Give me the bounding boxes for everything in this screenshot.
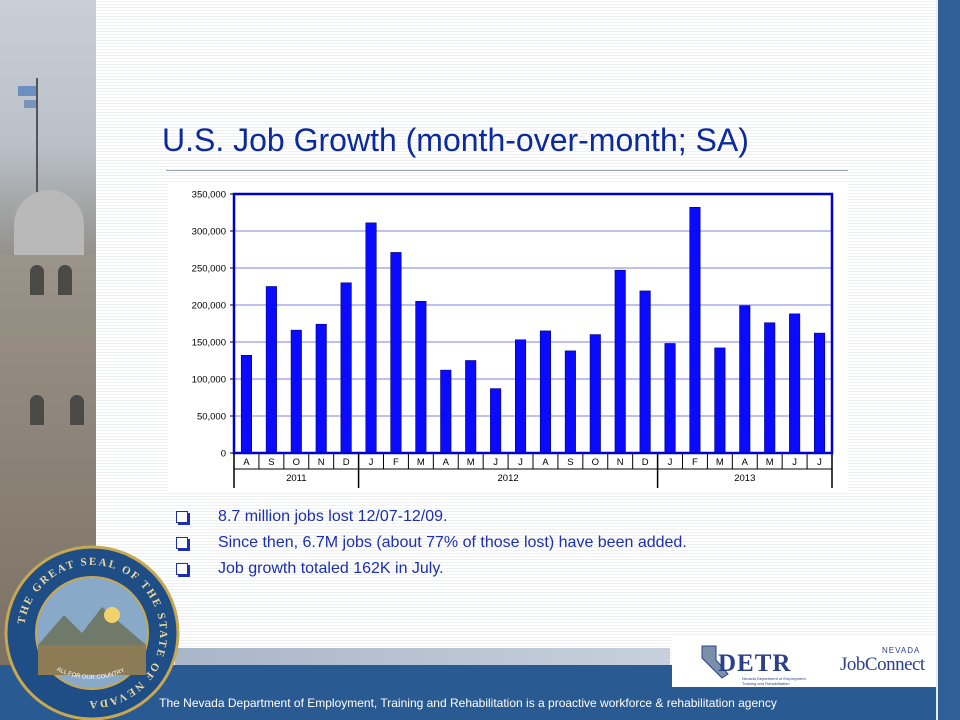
x-tick-label: M: [766, 457, 774, 468]
y-tick-label: 50,000: [197, 412, 226, 423]
footer-text: The Nevada Department of Employment, Tra…: [159, 696, 777, 710]
x-tick-label: M: [716, 457, 724, 468]
x-tick-label: J: [369, 457, 374, 468]
x-tick-label: J: [518, 457, 523, 468]
jobconnect-state: NEVADA: [882, 646, 921, 655]
right-edge-bar: [936, 0, 960, 720]
detr-logo-subtitle: Nevada Department of Employment, Trainin…: [742, 676, 807, 686]
x-tick-label: F: [393, 457, 399, 468]
bar: [714, 347, 726, 454]
y-tick-label: 300,000: [192, 227, 226, 238]
year-label: 2012: [498, 473, 519, 484]
bar: [764, 322, 776, 454]
job-growth-chart: 0 50,000 100,000 150,000 200,000 250,000 300,0…: [168, 182, 848, 492]
bar: [539, 330, 551, 454]
flag-small: [24, 100, 36, 108]
footer-strip: [175, 648, 670, 665]
x-tick-label: N: [318, 457, 325, 468]
y-tick-label: 100,000: [192, 375, 226, 386]
bar: [390, 252, 402, 454]
bar: [415, 301, 427, 454]
checkbox-bullet-icon: [176, 537, 188, 549]
window: [58, 265, 72, 295]
bar: [515, 339, 527, 454]
x-tick-label: J: [792, 457, 797, 468]
bar: [689, 207, 701, 454]
x-tick-label: S: [567, 457, 573, 468]
nevada-state-seal: THE GREAT SEAL OF THE STATE OF NEVADA AL…: [4, 545, 180, 720]
bar: [240, 355, 252, 454]
checkbox-bullet-icon: [176, 563, 188, 575]
bar: [589, 334, 601, 454]
bar: [564, 350, 576, 454]
y-tick-label: 250,000: [192, 264, 226, 275]
bar: [490, 388, 502, 454]
x-tick-label: D: [642, 457, 649, 468]
bar: [365, 222, 377, 454]
chart-background: [168, 182, 848, 492]
nevada-state-icon: [701, 645, 729, 679]
seal-sun: [104, 607, 120, 623]
seal-mountains: [38, 607, 146, 645]
year-label: 2013: [734, 473, 755, 484]
y-tick-label: 200,000: [192, 301, 226, 312]
checkbox-bullet-icon: [176, 511, 188, 523]
bullet-text: Since then, 6.7M jobs (about 77% of thos…: [218, 534, 687, 551]
y-tick-label: 350,000: [192, 190, 226, 201]
flag: [18, 86, 36, 96]
bar: [664, 343, 676, 454]
seal-ground: [38, 645, 146, 675]
x-tick-label: M: [417, 457, 425, 468]
bar: [639, 290, 651, 454]
x-tick-label: O: [592, 457, 599, 468]
detr-logo-text: DETR: [718, 650, 792, 677]
y-tick-label: 150,000: [192, 338, 226, 349]
x-tick-label: A: [443, 457, 450, 468]
window: [30, 395, 44, 425]
x-tick-label: F: [692, 457, 698, 468]
bar: [265, 286, 277, 454]
x-tick-label: J: [817, 457, 822, 468]
x-tick-label: D: [343, 457, 350, 468]
x-tick-label: S: [268, 457, 274, 468]
x-tick-label: A: [742, 457, 749, 468]
bar: [614, 269, 626, 454]
bar: [440, 369, 452, 454]
jobconnect-logo-text: JobConnect: [840, 654, 925, 675]
bar: [465, 360, 477, 454]
bar: [315, 323, 327, 454]
bar: [789, 313, 801, 454]
capitol-dome: [14, 190, 84, 260]
bar: [739, 305, 751, 454]
x-tick-label: O: [293, 457, 300, 468]
year-label: 2011: [286, 473, 306, 484]
x-tick-label: M: [467, 457, 475, 468]
x-tick-label: J: [493, 457, 498, 468]
x-tick-label: A: [542, 457, 549, 468]
x-tick-label: N: [617, 457, 624, 468]
x-tick-label: A: [243, 457, 250, 468]
flagpole: [36, 78, 38, 193]
x-tick-label: J: [668, 457, 673, 468]
bullet-text: 8.7 million jobs lost 12/07-12/09.: [218, 508, 448, 525]
y-tick-label: 0: [221, 449, 226, 460]
title-rule: [166, 170, 848, 171]
bar: [340, 282, 352, 454]
bar: [814, 332, 826, 454]
bullet-text: Job growth totaled 162K in July.: [218, 560, 444, 577]
slide-title: U.S. Job Growth (month-over-month; SA): [162, 122, 749, 158]
window: [70, 395, 84, 425]
bar: [290, 329, 302, 454]
window: [30, 265, 44, 295]
